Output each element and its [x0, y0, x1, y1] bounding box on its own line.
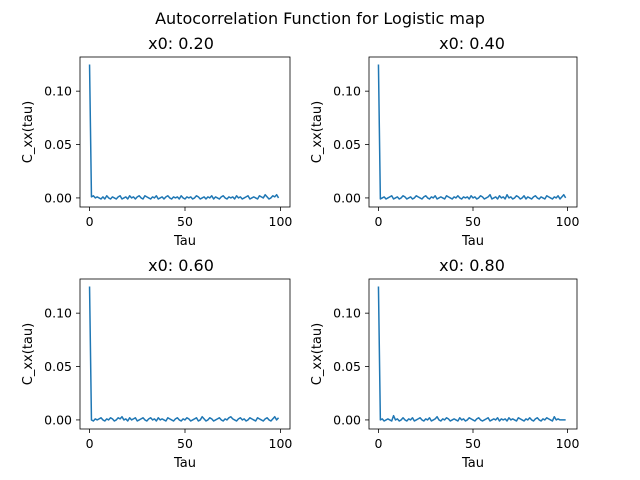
y-tick-label: 0.05 [333, 137, 361, 152]
y-axis-label: C_xx(tau) [21, 101, 36, 163]
y-tick-label: 0.00 [44, 412, 72, 427]
subplot-title: x0: 0.20 [148, 34, 214, 53]
x-tick-label: 0 [374, 214, 382, 229]
y-tick-label: 0.00 [333, 412, 361, 427]
x-tick-label: 0 [86, 436, 94, 451]
x-tick-label: 50 [177, 214, 193, 229]
y-axis-label: C_xx(tau) [21, 323, 36, 385]
x-tick-label: 100 [556, 436, 580, 451]
x-tick-label: 100 [269, 214, 293, 229]
figure-suptitle: Autocorrelation Function for Logistic ma… [155, 9, 485, 28]
series-line [377, 64, 567, 200]
subplot-x0-080: x0: 0.80 Tau C_xx(tau) 0 50 100 0.00 0.05 0.1… [310, 256, 580, 471]
x-axis-label: Tau [461, 456, 484, 471]
x-tick-label: 100 [556, 214, 580, 229]
y-tick-label: 0.00 [333, 190, 361, 205]
y-axis-label: C_xx(tau) [310, 101, 325, 163]
x-axis-label: Tau [461, 234, 484, 249]
y-tick-label: 0.00 [44, 190, 72, 205]
subplot-title: x0: 0.40 [439, 34, 505, 53]
x-axis-label: Tau [173, 234, 196, 249]
subplot-title: x0: 0.60 [148, 256, 214, 275]
series-line [377, 286, 566, 422]
y-tick-label: 0.05 [44, 359, 72, 374]
subplot-title: x0: 0.80 [439, 256, 505, 275]
y-tick-label: 0.05 [44, 137, 72, 152]
x-tick-label: 50 [465, 214, 481, 229]
y-tick-label: 0.10 [333, 306, 361, 321]
subplot-x0-060: x0: 0.60 Tau C_xx(tau) 0 50 100 0.00 0.05 0.1… [21, 256, 292, 471]
series-line [88, 64, 280, 200]
x-axis-label: Tau [173, 456, 196, 471]
x-tick-label: 50 [177, 436, 193, 451]
x-tick-label: 0 [86, 214, 94, 229]
x-tick-label: 50 [465, 436, 481, 451]
y-tick-label: 0.10 [333, 84, 361, 99]
y-tick-label: 0.05 [333, 359, 361, 374]
subplot-x0-020: x0: 0.20 Tau C_xx(tau) 0 50 100 0.00 0.05 0.1… [21, 34, 292, 249]
y-tick-label: 0.10 [44, 306, 72, 321]
x-tick-label: 0 [374, 436, 382, 451]
subplot-x0-040: x0: 0.40 Tau C_xx(tau) 0 50 100 0.00 0.05 0.1… [310, 34, 580, 249]
y-axis-label: C_xx(tau) [310, 323, 325, 385]
y-tick-label: 0.10 [44, 84, 72, 99]
x-tick-label: 100 [269, 436, 293, 451]
series-line [88, 286, 280, 422]
